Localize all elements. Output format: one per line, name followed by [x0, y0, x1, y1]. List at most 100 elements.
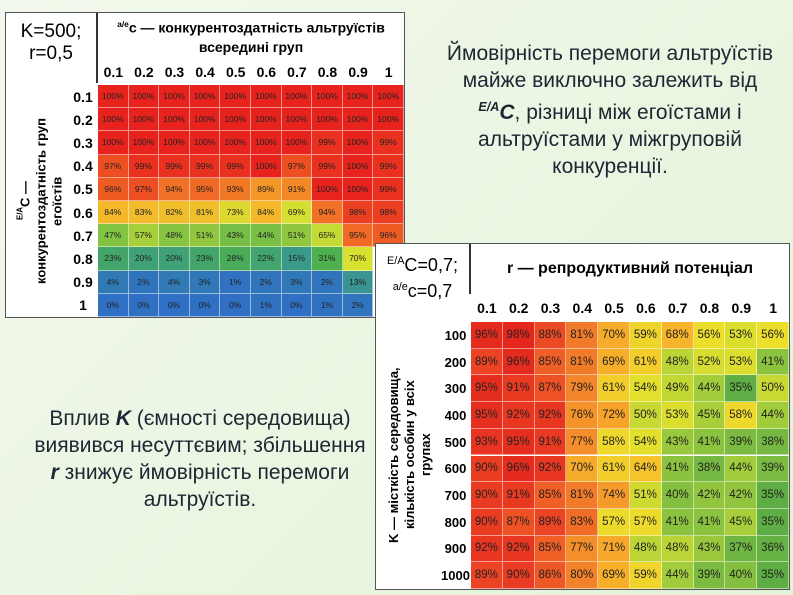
column-label: 0.2 — [134, 64, 154, 80]
row-label: 400 — [444, 407, 467, 423]
heat-cell: 41% — [693, 508, 726, 536]
heat-cell: 35% — [757, 482, 789, 509]
heat-cell: 97% — [128, 177, 160, 201]
column-label: 0.6 — [636, 300, 656, 316]
heat-cell: 42% — [725, 482, 758, 509]
row-header-text: C — — [17, 181, 33, 208]
row-label: 800 — [444, 514, 467, 530]
heat-cell: 47% — [98, 224, 129, 248]
heat-cell: 50% — [757, 375, 789, 403]
heat-cell: 84% — [251, 201, 282, 225]
heat-cell: 40% — [661, 482, 694, 509]
heat-cell: 90% — [471, 455, 503, 483]
heat-cell: 43% — [220, 224, 251, 248]
heat-cell: 20% — [159, 247, 190, 271]
heat-cell: 45% — [693, 402, 726, 429]
heat-cell: 100% — [373, 108, 404, 132]
heat-cell: 90% — [471, 508, 503, 536]
heat-cell: 39% — [757, 455, 789, 483]
heat-cell: 92% — [502, 402, 535, 429]
heat-cell: 1% — [312, 293, 343, 317]
heat-cell: 59% — [630, 322, 662, 349]
heat-cell: 99% — [312, 131, 343, 155]
heat-cell: 99% — [128, 154, 160, 178]
heat-cell: 92% — [502, 535, 535, 563]
column-label: 0.3 — [540, 300, 561, 316]
heat-cell: 69% — [598, 348, 630, 376]
heat-cell: 35% — [725, 375, 758, 403]
heat-cell: 4% — [159, 270, 190, 294]
heat-cell: 98% — [373, 201, 404, 225]
column-label: 1 — [384, 64, 393, 80]
heat-cell: 100% — [312, 85, 343, 109]
row-label: 0.8 — [73, 250, 93, 267]
heat-cell: 35% — [757, 562, 789, 589]
heat-cell: 59% — [630, 562, 662, 589]
heat-cell: 100% — [159, 108, 190, 132]
heat-cell: 57% — [598, 508, 630, 536]
corner: K=500; r=0,5 — [6, 13, 98, 83]
row-header-line: K — місткість середовища, — [386, 367, 401, 543]
heat-cell: 56% — [693, 322, 726, 349]
heat-cell: 83% — [566, 508, 599, 536]
heat-cell: 4% — [98, 270, 129, 294]
column-label: 0.5 — [604, 300, 624, 316]
heat-cell: 57% — [630, 508, 662, 536]
heat-cell: 100% — [342, 177, 374, 201]
heat-cell: 43% — [661, 428, 694, 456]
heat-cell: 52% — [693, 348, 726, 376]
heat-cell: 42% — [693, 482, 726, 509]
row-header-line: групах — [418, 433, 433, 477]
heat-cell: 2% — [128, 270, 160, 294]
column-label: 0.7 — [287, 64, 307, 80]
heat-cell: 64% — [630, 455, 662, 483]
heat-cell: 99% — [373, 131, 404, 155]
heat-cell: 44% — [661, 562, 694, 589]
heat-cell: 20% — [128, 247, 160, 271]
heat-cell: 91% — [281, 177, 313, 201]
column-label: 0.1 — [103, 64, 124, 80]
heat-cell: 36% — [757, 535, 789, 563]
table-2: E/AC=0,7; a/ec=0,7 r — репродуктивний поте… — [375, 243, 790, 590]
column-label: 0.8 — [317, 64, 338, 80]
row-header-line: кількість особин у всіх — [402, 380, 417, 530]
table-1: K=500; r=0,5 a/ec — конкурентоздатність ал… — [5, 12, 405, 318]
heat-cell: 0% — [220, 293, 251, 317]
heat-cell: 56% — [757, 322, 789, 349]
heat-cell: 77% — [566, 428, 599, 456]
heat-cell: 43% — [693, 535, 726, 563]
heat-cell: 100% — [189, 131, 221, 155]
column-label: 0.2 — [508, 300, 529, 316]
row-label: 0.9 — [73, 274, 93, 291]
heat-cell: 48% — [159, 224, 190, 248]
heat-cell: 65% — [312, 224, 343, 248]
row-header: E/AC — конкурентоздатність груп егоїстів — [10, 85, 68, 317]
heat-cell: 54% — [630, 428, 662, 456]
heat-cell: 38% — [693, 455, 726, 483]
heat-cell: 99% — [159, 154, 190, 178]
heat-cell: 15% — [281, 247, 313, 271]
row-header-line: E/AC — — [12, 85, 33, 317]
heat-cell: 53% — [725, 322, 758, 349]
row-label: 300 — [444, 381, 467, 397]
heat-cell: 37% — [725, 535, 758, 563]
heat-cell: 53% — [725, 348, 758, 376]
heat-cell: 100% — [312, 177, 343, 201]
heat-cell: 100% — [128, 131, 160, 155]
heat-cell: 83% — [128, 201, 160, 225]
heat-cell: 85% — [534, 348, 567, 376]
heat-cell: 77% — [566, 535, 599, 563]
row-label: 1000 — [441, 568, 470, 584]
heat-cell: 3% — [189, 270, 221, 294]
heat-cell: 81% — [189, 201, 221, 225]
heat-cell: 57% — [128, 224, 160, 248]
heat-cell: 93% — [220, 177, 251, 201]
sup: E/A — [478, 100, 500, 114]
heat-cell: 38% — [757, 428, 789, 456]
column-label: 1 — [769, 300, 777, 316]
heat-cell: 79% — [566, 375, 599, 403]
heat-cell: 100% — [98, 131, 129, 155]
heat-cell: 87% — [502, 508, 535, 536]
heat-cell: 99% — [373, 177, 404, 201]
heat-cell: 95% — [189, 177, 221, 201]
